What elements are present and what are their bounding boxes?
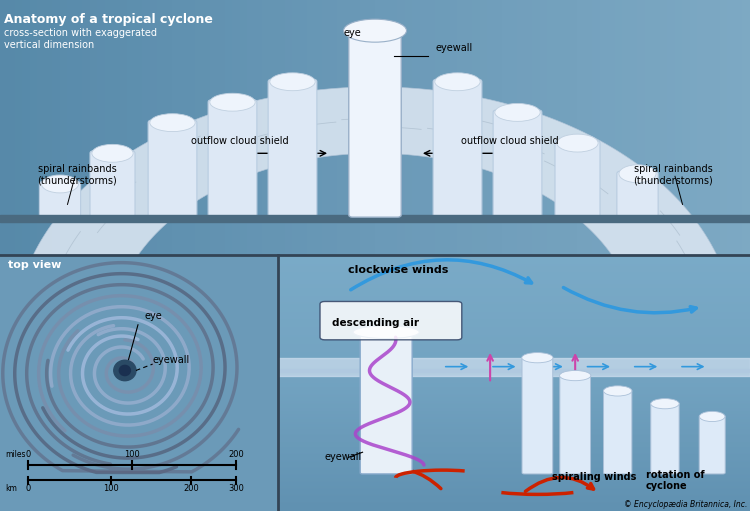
Ellipse shape — [495, 103, 540, 121]
Text: Anatomy of a tropical cyclone: Anatomy of a tropical cyclone — [4, 13, 213, 26]
Text: 300: 300 — [228, 483, 244, 493]
Ellipse shape — [700, 411, 725, 422]
Ellipse shape — [41, 175, 79, 193]
Text: outflow cloud shield: outflow cloud shield — [461, 135, 559, 146]
FancyBboxPatch shape — [148, 120, 196, 217]
Ellipse shape — [604, 386, 632, 396]
FancyBboxPatch shape — [604, 389, 632, 474]
Text: 0: 0 — [26, 450, 30, 459]
Text: eyewall: eyewall — [325, 452, 362, 462]
Text: 0: 0 — [26, 483, 30, 493]
Text: eye: eye — [144, 311, 162, 321]
Text: eyewall: eyewall — [435, 43, 472, 53]
FancyBboxPatch shape — [320, 301, 462, 340]
Text: miles: miles — [5, 450, 26, 459]
Ellipse shape — [560, 370, 591, 381]
Ellipse shape — [270, 73, 315, 90]
Text: 200: 200 — [228, 450, 244, 459]
FancyBboxPatch shape — [699, 415, 725, 474]
Text: spiraling winds: spiraling winds — [551, 472, 636, 482]
FancyBboxPatch shape — [494, 110, 542, 217]
Text: km: km — [5, 483, 17, 493]
FancyBboxPatch shape — [555, 141, 600, 217]
Ellipse shape — [344, 19, 406, 42]
FancyBboxPatch shape — [90, 151, 135, 217]
Text: clockwise winds: clockwise winds — [348, 265, 448, 275]
Ellipse shape — [210, 93, 255, 111]
FancyBboxPatch shape — [522, 357, 553, 474]
Circle shape — [114, 360, 136, 381]
FancyBboxPatch shape — [209, 100, 256, 217]
FancyBboxPatch shape — [560, 374, 590, 474]
Ellipse shape — [92, 144, 134, 162]
Ellipse shape — [619, 165, 656, 182]
FancyBboxPatch shape — [433, 79, 482, 217]
Text: cross-section with exaggerated
vertical dimension: cross-section with exaggerated vertical … — [4, 28, 157, 50]
Text: 200: 200 — [184, 483, 200, 493]
Text: 100: 100 — [103, 483, 118, 493]
Text: eye: eye — [344, 28, 362, 38]
Text: © Encyclopædia Britannica, Inc.: © Encyclopædia Britannica, Inc. — [624, 500, 748, 509]
Ellipse shape — [556, 134, 598, 152]
FancyBboxPatch shape — [360, 331, 413, 474]
FancyBboxPatch shape — [268, 79, 317, 217]
Ellipse shape — [435, 73, 480, 90]
Circle shape — [119, 365, 130, 376]
Text: descending air: descending air — [332, 318, 419, 328]
Text: spiral rainbands
(thunderstorms): spiral rainbands (thunderstorms) — [38, 164, 117, 185]
FancyBboxPatch shape — [39, 181, 81, 217]
Text: spiral rainbands
(thunderstorms): spiral rainbands (thunderstorms) — [633, 164, 712, 185]
Text: 100: 100 — [124, 450, 140, 459]
Polygon shape — [15, 87, 735, 332]
Ellipse shape — [353, 326, 419, 338]
Text: outflow cloud shield: outflow cloud shield — [191, 135, 289, 146]
FancyBboxPatch shape — [616, 171, 658, 217]
Text: top view: top view — [8, 260, 62, 270]
Text: rotation of
cyclone: rotation of cyclone — [646, 470, 705, 491]
Ellipse shape — [651, 399, 680, 409]
Ellipse shape — [522, 353, 553, 363]
FancyBboxPatch shape — [349, 28, 401, 217]
Ellipse shape — [150, 113, 195, 131]
Text: eyewall: eyewall — [153, 355, 190, 365]
FancyBboxPatch shape — [651, 403, 680, 474]
